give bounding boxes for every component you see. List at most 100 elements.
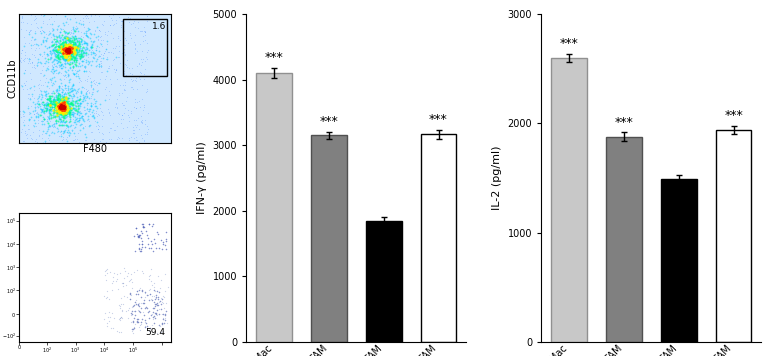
Point — [64, 88, 77, 94]
Point — [100, 139, 112, 145]
Point — [123, 305, 135, 311]
Point — [75, 38, 87, 44]
Point — [139, 294, 152, 300]
Point — [139, 29, 152, 35]
Point — [148, 293, 161, 299]
Point — [153, 289, 165, 295]
Point — [46, 88, 59, 94]
Point — [57, 46, 70, 52]
Point — [16, 57, 29, 63]
Point — [59, 54, 71, 60]
Point — [124, 108, 137, 114]
Point — [50, 60, 63, 66]
Point — [67, 71, 80, 77]
Point — [153, 324, 165, 329]
Point — [135, 230, 148, 236]
Point — [56, 105, 69, 111]
Point — [39, 61, 52, 66]
Point — [59, 120, 71, 125]
Point — [56, 41, 69, 47]
Point — [64, 101, 77, 106]
Point — [116, 112, 128, 118]
Point — [94, 28, 107, 34]
Point — [66, 53, 79, 59]
Point — [76, 41, 88, 47]
Point — [18, 122, 30, 128]
Point — [56, 102, 68, 108]
Point — [56, 104, 69, 110]
Point — [142, 110, 155, 116]
Y-axis label: CCD11b: CCD11b — [8, 59, 18, 98]
Point — [56, 105, 69, 111]
Point — [65, 47, 77, 53]
Point — [72, 118, 84, 124]
Point — [73, 52, 86, 57]
Point — [116, 100, 128, 106]
Point — [104, 76, 117, 82]
Point — [62, 46, 74, 52]
Point — [131, 63, 143, 68]
Point — [55, 63, 67, 68]
Point — [50, 48, 63, 53]
Point — [101, 288, 114, 294]
Point — [48, 68, 60, 73]
Point — [49, 36, 62, 42]
Point — [59, 14, 71, 19]
Bar — [421, 134, 456, 342]
Point — [121, 94, 134, 100]
Point — [90, 103, 102, 109]
Point — [27, 100, 39, 105]
Point — [70, 36, 83, 42]
Point — [48, 100, 60, 105]
Point — [76, 113, 88, 119]
Point — [55, 100, 67, 105]
Point — [56, 104, 69, 110]
Point — [22, 58, 35, 64]
Point — [48, 94, 60, 100]
Point — [62, 100, 74, 106]
Point — [71, 51, 83, 57]
Point — [56, 106, 69, 112]
Point — [73, 61, 86, 67]
Point — [22, 109, 35, 114]
Point — [56, 104, 69, 109]
Point — [64, 53, 77, 58]
Point — [29, 15, 42, 21]
Point — [70, 107, 82, 112]
Point — [63, 110, 75, 116]
Point — [58, 48, 70, 54]
Point — [54, 104, 66, 110]
Point — [72, 49, 84, 54]
Point — [23, 91, 36, 97]
Point — [47, 100, 60, 105]
Point — [51, 90, 63, 95]
Point — [68, 41, 80, 47]
Point — [48, 56, 60, 61]
Point — [90, 82, 103, 88]
Point — [52, 103, 64, 109]
Point — [77, 53, 89, 58]
Point — [112, 15, 124, 20]
Point — [62, 96, 74, 101]
Point — [60, 118, 72, 124]
Point — [67, 51, 80, 56]
Point — [48, 68, 60, 74]
Point — [63, 111, 75, 117]
Point — [52, 51, 64, 57]
Point — [49, 103, 62, 108]
Point — [63, 110, 75, 115]
Point — [135, 119, 147, 125]
Point — [65, 52, 77, 58]
Point — [45, 112, 57, 117]
Point — [51, 109, 63, 115]
Point — [39, 100, 52, 106]
Point — [81, 42, 94, 47]
Point — [122, 40, 135, 45]
Point — [66, 65, 79, 71]
Point — [68, 50, 80, 56]
Point — [62, 49, 74, 55]
Point — [158, 289, 171, 294]
Point — [56, 103, 68, 109]
Point — [66, 127, 79, 132]
Point — [61, 51, 73, 56]
